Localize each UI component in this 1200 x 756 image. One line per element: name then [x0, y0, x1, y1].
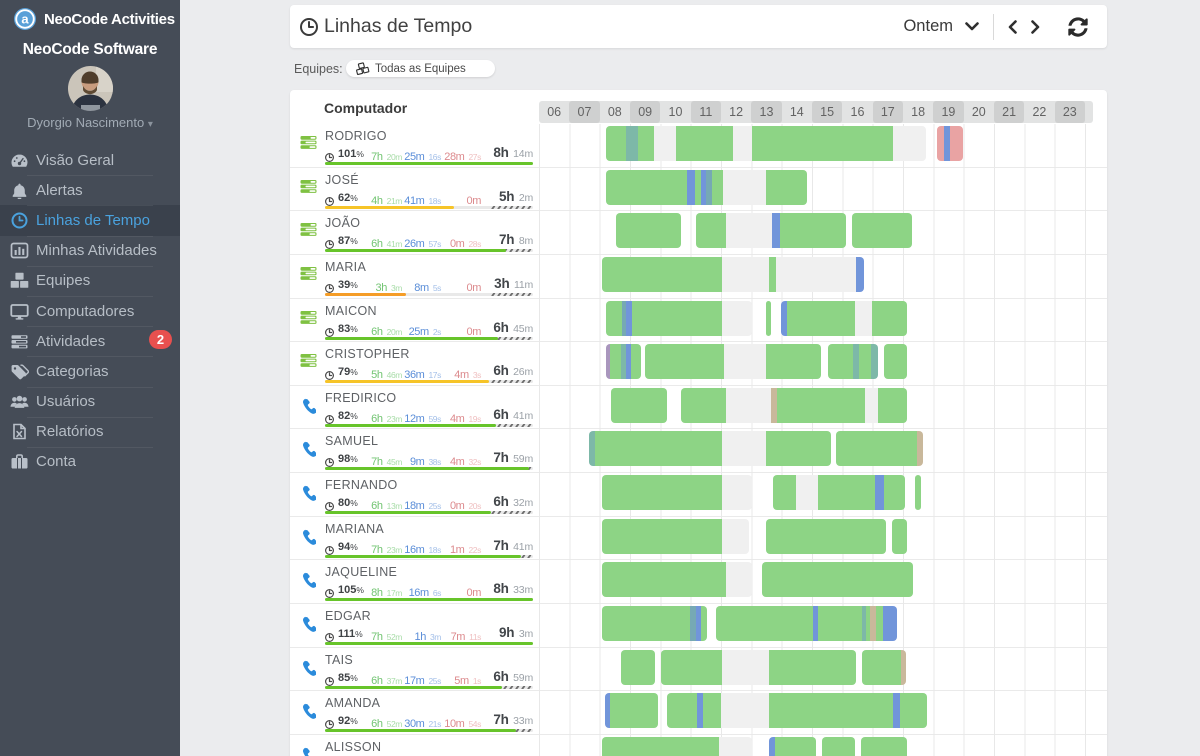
svg-text:a: a [21, 11, 29, 26]
